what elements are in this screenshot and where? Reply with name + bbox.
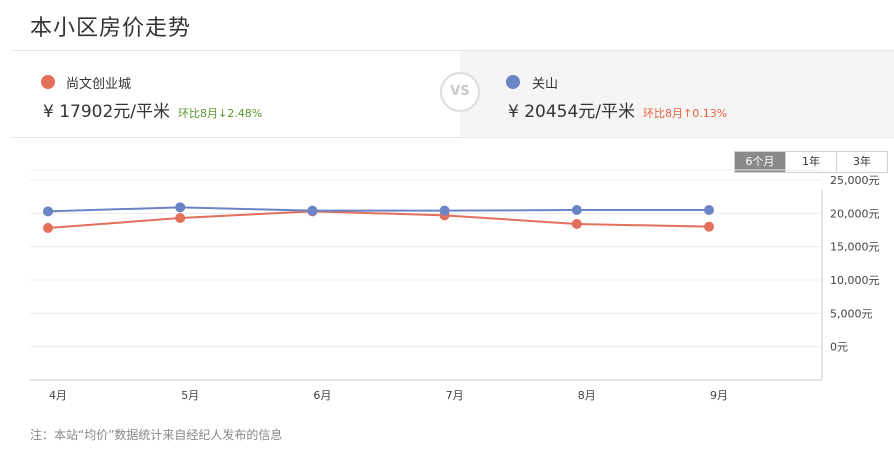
x-tick-label: 6月 xyxy=(313,389,331,402)
series-line xyxy=(47,206,709,213)
range-selector: 6个月 1年 3年 xyxy=(734,151,888,173)
data-point xyxy=(439,205,450,216)
left-price-value: ¥ 17902元/平米 xyxy=(43,102,171,122)
right-community-panel: 关山 ¥ 20454元/平米 环比8月↑0.13% xyxy=(460,51,894,137)
data-point xyxy=(571,205,582,215)
left-price: ¥ 17902元/平米 环比8月↓2.48% xyxy=(43,97,262,122)
data-point xyxy=(43,206,53,217)
y-tick-label: 10,000元 xyxy=(830,274,880,287)
data-point xyxy=(704,221,714,232)
right-series-dot xyxy=(506,75,520,89)
data-point xyxy=(175,202,186,213)
y-tick-label: 0元 xyxy=(830,341,848,354)
vs-badge: VS xyxy=(440,72,480,112)
x-tick-label: 4月 xyxy=(49,389,67,402)
y-tick-label: 25,000元 xyxy=(830,174,880,187)
y-tick-label: 5,000元 xyxy=(830,307,873,320)
x-tick-label: 9月 xyxy=(710,389,728,402)
right-price: ¥ 20454元/平米 环比8月↑0.13% xyxy=(508,97,727,122)
data-point xyxy=(704,205,714,215)
tab-1-year[interactable]: 1年 xyxy=(785,152,836,172)
left-series-dot xyxy=(41,75,55,89)
data-source-note: 注：本站“均价”数据统计来自经纪人发布的信息 xyxy=(30,428,283,442)
y-tick-label: 20,000元 xyxy=(830,207,880,220)
x-tick-label: 8月 xyxy=(578,389,596,402)
comparison-bar: 尚文创业城 ¥ 17902元/平米 环比8月↓2.48% 关山 ¥ 20454元/… xyxy=(10,50,894,138)
data-point xyxy=(43,223,53,233)
right-price-value: ¥ 20454元/平米 xyxy=(508,102,636,122)
right-community-name: 关山 xyxy=(532,77,559,92)
left-community-panel: 尚文创业城 ¥ 17902元/平米 环比8月↓2.48% xyxy=(10,51,460,137)
series-line xyxy=(47,210,710,229)
right-mom-change: 环比8月↑0.13% xyxy=(643,107,728,120)
data-point xyxy=(175,213,186,223)
page-title: 本小区房价走势 xyxy=(30,16,192,41)
data-point xyxy=(307,205,318,216)
y-tick-label: 15,000元 xyxy=(830,241,880,254)
left-mom-change: 环比8月↓2.48% xyxy=(178,107,263,120)
x-tick-label: 7月 xyxy=(446,389,464,402)
x-tick-label: 5月 xyxy=(181,389,199,402)
tab-3-years[interactable]: 3年 xyxy=(836,152,887,172)
data-point xyxy=(571,219,582,229)
left-community-name: 尚文创业城 xyxy=(66,77,132,92)
tab-6-months[interactable]: 6个月 xyxy=(735,152,785,172)
